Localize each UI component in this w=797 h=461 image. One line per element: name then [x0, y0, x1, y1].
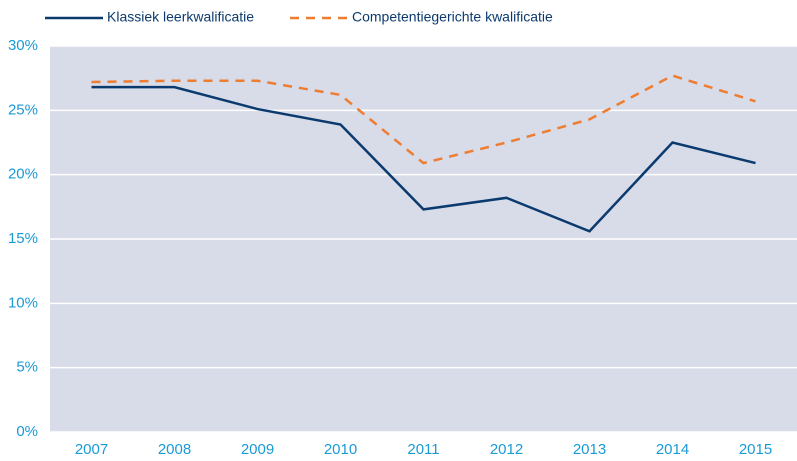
y-tick-label: 15%	[8, 230, 38, 247]
x-tick-label: 2010	[324, 441, 357, 458]
y-tick-label: 20%	[8, 166, 38, 183]
series-line	[91, 74, 756, 165]
x-tick-label: 2015	[739, 441, 772, 458]
x-tick-label: 2013	[573, 441, 606, 458]
x-tick-label: 2007	[75, 441, 108, 458]
x-tick-label: 2009	[241, 441, 274, 458]
legend-label: Klassiek leerkwalificatie	[107, 9, 254, 25]
series-line	[91, 85, 756, 233]
y-tick-label: 0%	[16, 423, 38, 440]
x-tick-label: 2011	[407, 441, 439, 458]
x-tick-label: 2008	[158, 441, 191, 458]
x-tick-label: 2012	[490, 441, 523, 458]
x-tick-label: 2014	[656, 441, 689, 458]
y-tick-label: 10%	[8, 294, 38, 311]
y-tick-label: 5%	[16, 359, 38, 376]
y-tick-label: 30%	[8, 37, 38, 54]
legend-label: Competentiegerichte kwalificatie	[352, 9, 553, 25]
y-tick-label: 25%	[8, 101, 38, 118]
